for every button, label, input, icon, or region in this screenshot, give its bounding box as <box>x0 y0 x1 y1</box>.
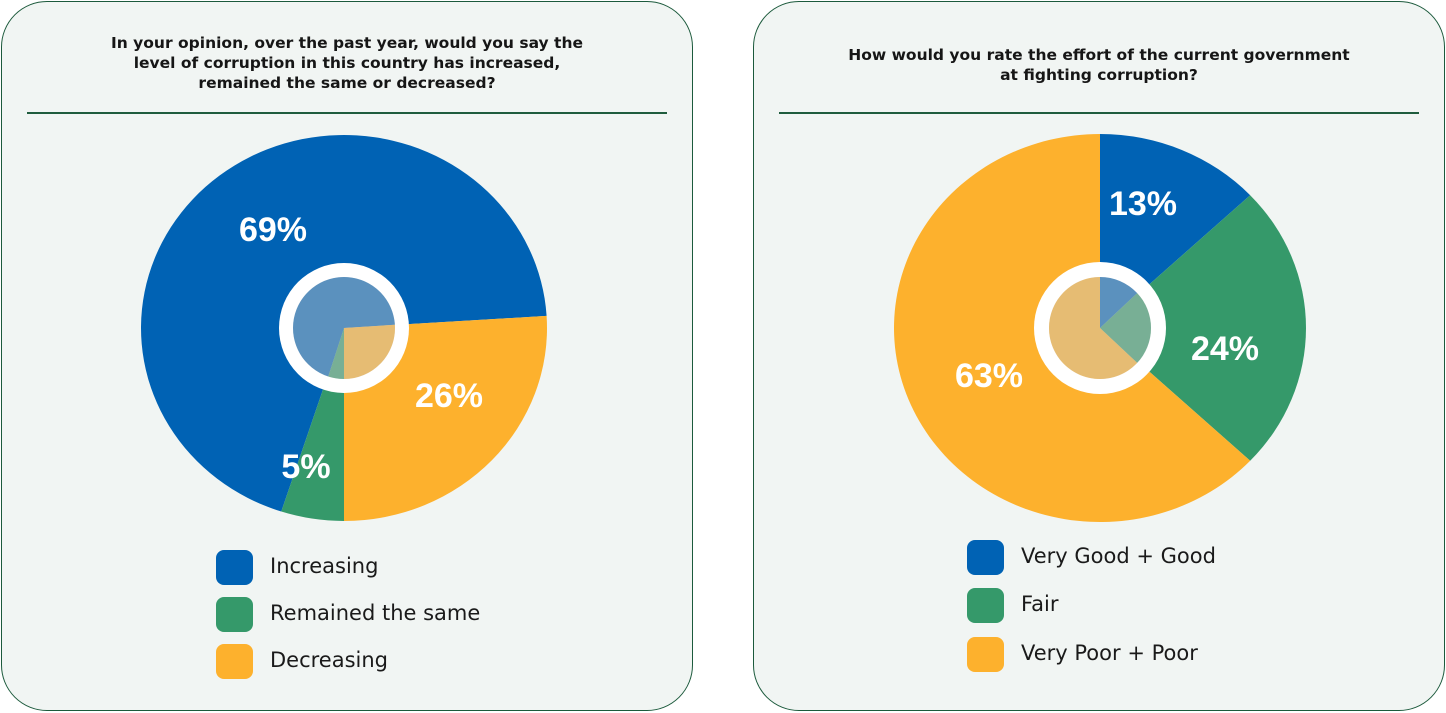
chart-title-line: How would you rate the effort of the cur… <box>848 46 1350 64</box>
inner-pie <box>1049 277 1152 379</box>
inner-slice-decreasing <box>344 324 396 379</box>
chart-legend: Increasing Remained the same Decreasing <box>216 548 536 688</box>
chart-legend: Very Good + Good Fair Very Poor + Poor <box>967 538 1297 678</box>
chart-title-line: at fighting corruption? <box>1000 66 1198 84</box>
pie-chart: 13% 24% 63% <box>894 134 1307 522</box>
pie-data-label: 13% <box>1109 185 1177 223</box>
pie-data-label: 63% <box>955 357 1023 395</box>
inner-slice-very-good-good <box>1100 277 1138 328</box>
inner-slice-increasing <box>293 276 395 377</box>
title-divider <box>779 112 1419 114</box>
inner-pie <box>293 276 396 379</box>
pie-chart: 69% 5% 26% <box>141 134 548 521</box>
legend-swatch <box>216 550 253 585</box>
legend-swatch <box>216 644 253 679</box>
chart-title: In your opinion, over the past year, wou… <box>62 33 632 93</box>
chart-title-line: In your opinion, over the past year, wou… <box>110 34 584 52</box>
legend-label: Remained the same <box>270 601 481 625</box>
pie-data-label: 26% <box>415 377 483 415</box>
legend-label: Increasing <box>270 554 379 578</box>
chart-title-line: remained the same or decreased? <box>198 74 496 92</box>
pie-data-label: 5% <box>281 448 330 486</box>
inner-slice-fair <box>1100 293 1152 363</box>
chart-panel-right: How would you rate the effort of the cur… <box>753 1 1445 711</box>
legend-label: Very Poor + Poor <box>1021 641 1198 665</box>
pie-data-label: 69% <box>239 211 307 249</box>
inner-slice-very-poor-poor <box>1049 277 1138 379</box>
legend-label: Very Good + Good <box>1021 544 1216 568</box>
legend-label: Decreasing <box>270 648 389 672</box>
legend-swatch <box>967 637 1004 672</box>
legend-label: Fair <box>1021 592 1059 616</box>
title-divider <box>27 112 667 114</box>
legend-swatch <box>216 597 253 632</box>
legend-swatch <box>967 588 1004 623</box>
chart-title-line: level of corruption in this country has … <box>133 54 561 72</box>
chart-panel-left: In your opinion, over the past year, wou… <box>1 1 693 711</box>
inner-slice-remained-the-same <box>328 328 344 379</box>
pie-slice-fair <box>1100 195 1307 461</box>
chart-title: How would you rate the effort of the cur… <box>814 45 1384 85</box>
pie-data-label: 24% <box>1191 330 1259 368</box>
legend-swatch <box>967 540 1004 575</box>
